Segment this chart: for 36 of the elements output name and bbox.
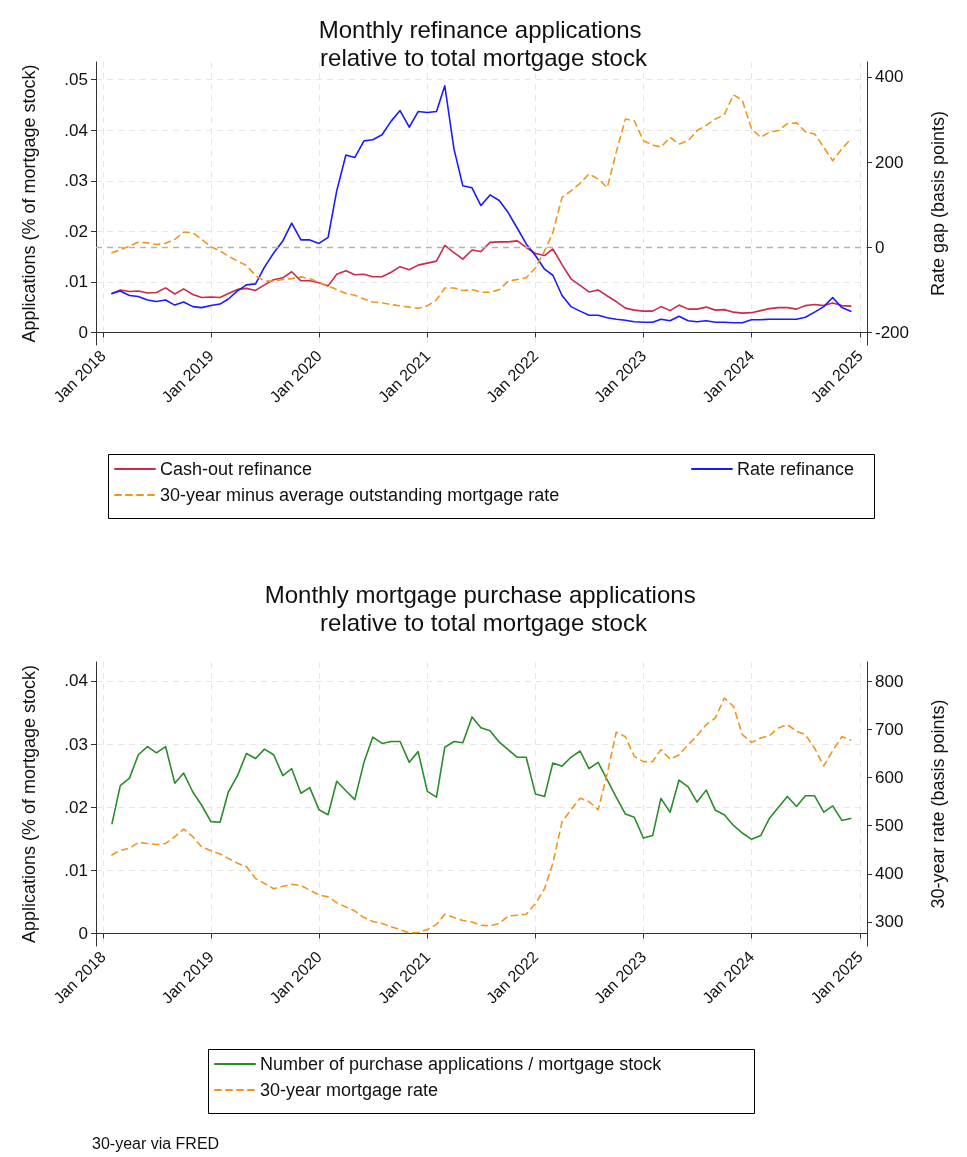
y-tick-label: .02 <box>64 797 88 817</box>
y2-axis-title: 30-year rate (basis points) <box>928 699 948 909</box>
y-tick-label: .04 <box>64 120 88 140</box>
y2-tick-label: 400 <box>875 864 904 884</box>
y-axis-title: Applications (% of mortgage stock) <box>19 664 39 944</box>
line-series <box>111 697 852 934</box>
y-axis-title: Applications (% of mortgage stock) <box>19 64 39 343</box>
y-tick-label: .03 <box>64 734 88 754</box>
y2-tick-label: 500 <box>875 816 904 836</box>
y2-axis-title: Rate gap (basis points) <box>928 110 948 297</box>
y-tick-label: .04 <box>64 671 88 691</box>
y2-tick-label: 300 <box>875 912 904 932</box>
y-tick-label: .03 <box>64 171 88 191</box>
chart-title: Monthly refinance applications relative to total mortgage stock <box>318 15 649 71</box>
y2-tick-label: -200 <box>875 322 910 342</box>
legend-label: Number of purchase applications / mortgage stock <box>260 1054 663 1074</box>
chart-title: Monthly mortgage purchase applications relative to total mortgage stock <box>264 580 703 636</box>
line-series <box>111 716 852 841</box>
legend-label: Rate refinance <box>736 459 855 479</box>
y-tick-label: .02 <box>64 221 88 241</box>
legend-label: Cash-out refinance <box>160 459 313 479</box>
y2-tick-label: 800 <box>875 671 904 691</box>
y2-tick-label: 600 <box>875 768 904 788</box>
y2-tick-label: 700 <box>875 719 904 739</box>
line-series <box>111 240 852 314</box>
y2-tick-label: 200 <box>875 152 904 172</box>
y2-tick-label: 400 <box>875 67 904 87</box>
y-tick-label: .05 <box>64 70 88 90</box>
y-tick-label: .01 <box>64 860 88 880</box>
y-tick-label: 0 <box>78 322 88 342</box>
text: 30-year via FRED <box>92 1134 220 1152</box>
legend-label: 30-year mortgage rate <box>260 1080 439 1100</box>
legend-label: 30-year minus average outstanding mortgage rate <box>160 485 560 505</box>
y-tick-label: .01 <box>64 272 88 292</box>
y2-tick-label: 0 <box>875 237 885 257</box>
y-tick-label: 0 <box>78 923 88 943</box>
